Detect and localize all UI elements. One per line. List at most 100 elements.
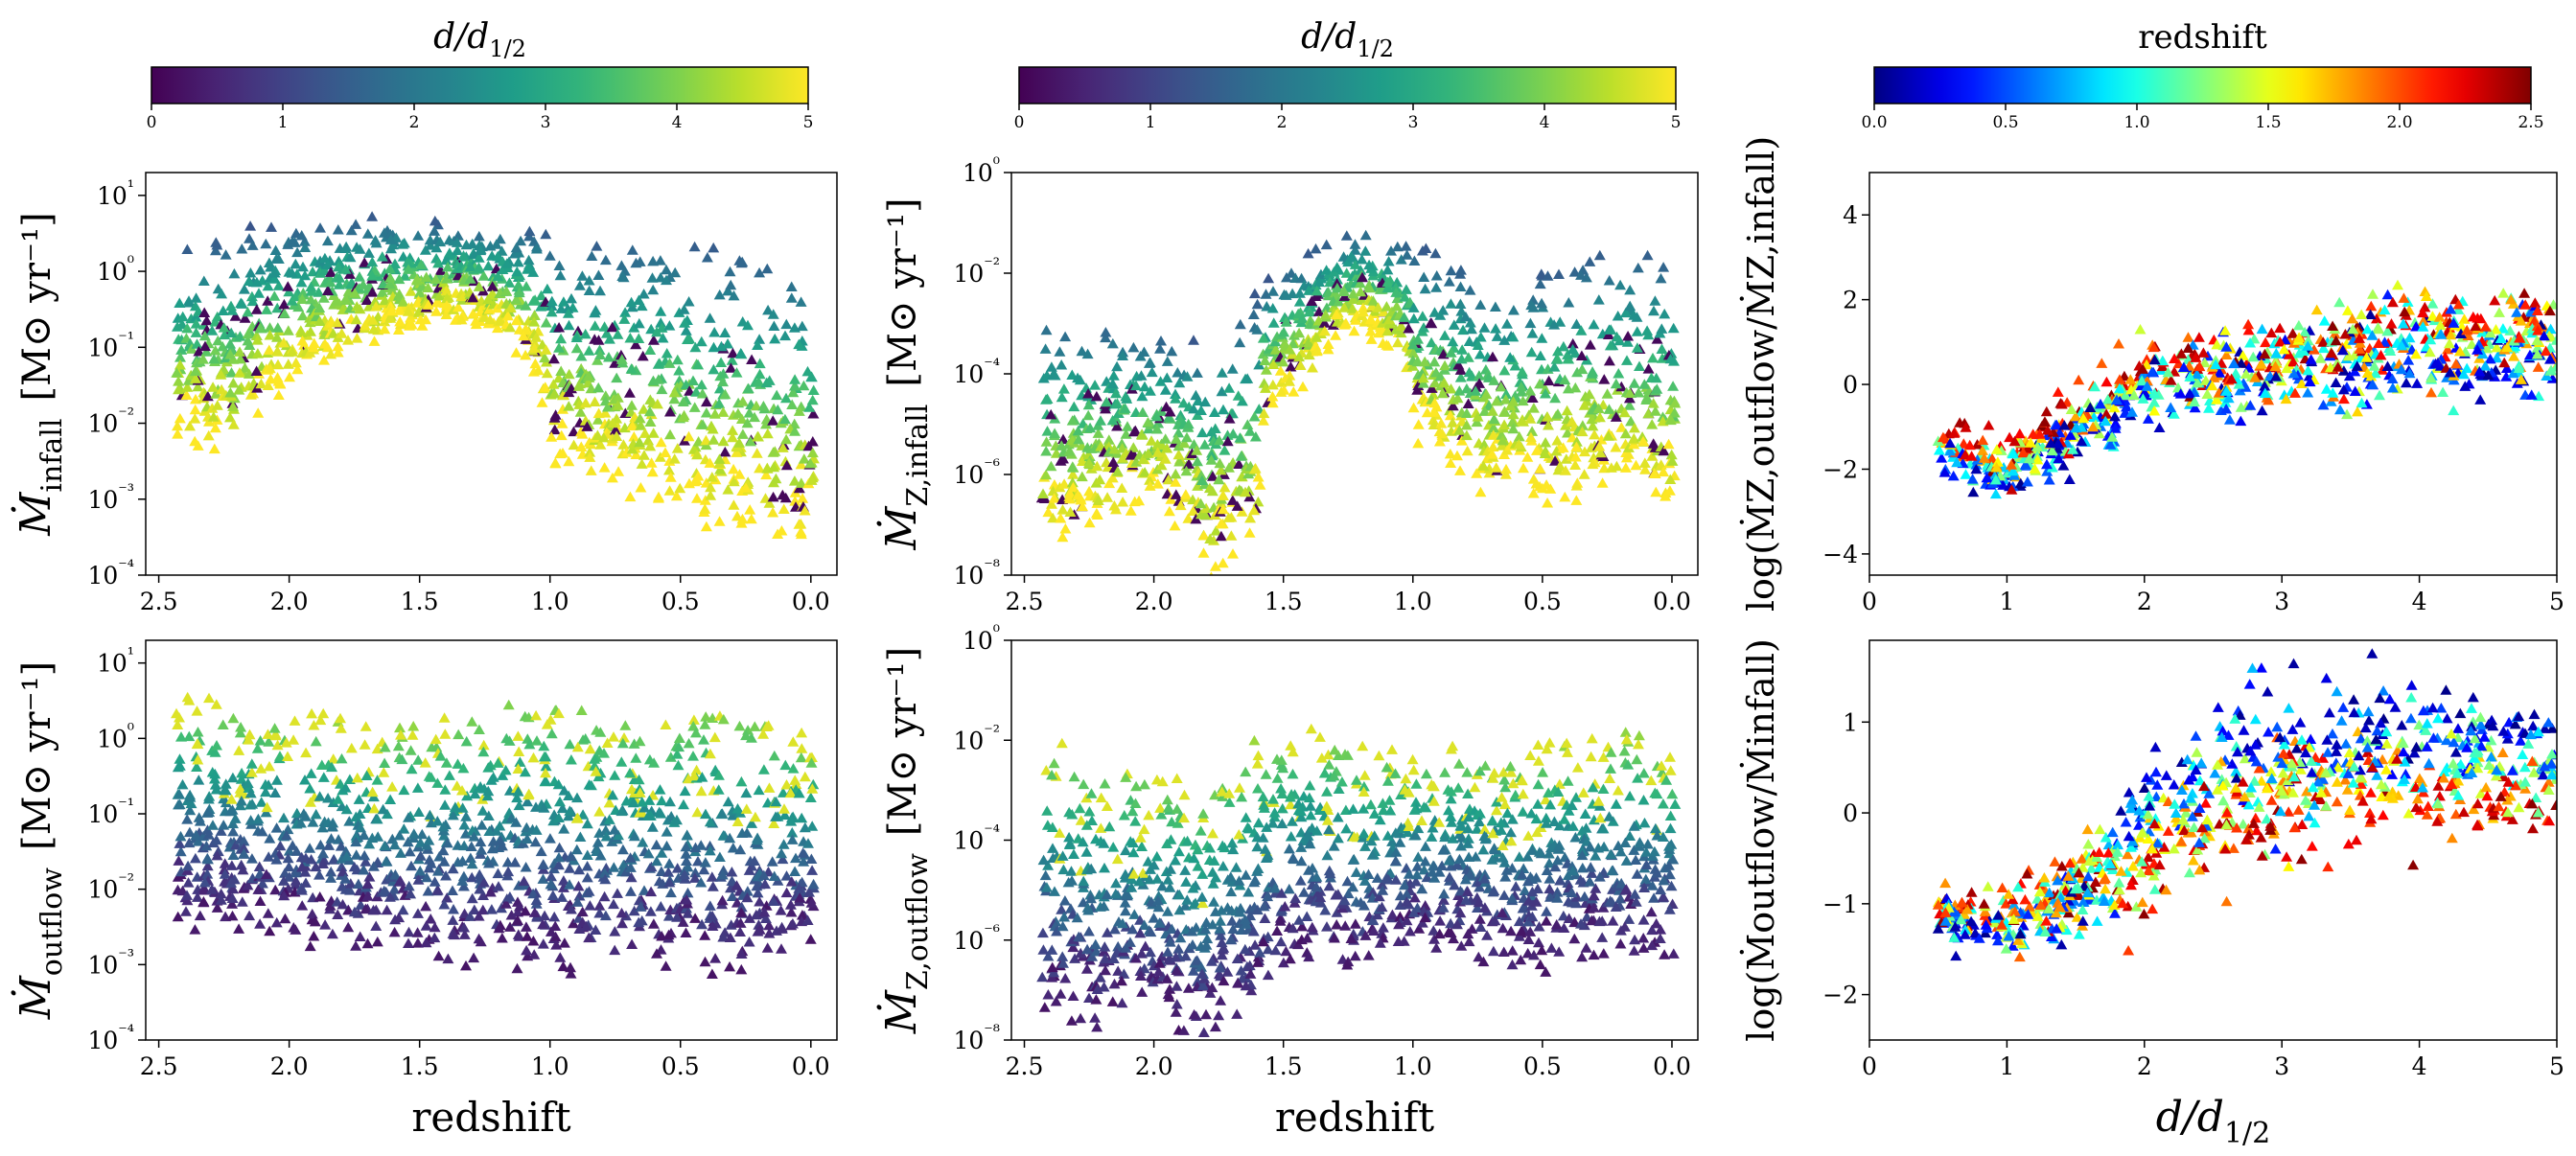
data-point <box>630 752 642 763</box>
data-point <box>1504 352 1517 362</box>
data-point <box>1172 449 1185 460</box>
data-point <box>487 276 499 287</box>
data-point <box>2191 368 2203 380</box>
data-point <box>1498 419 1511 429</box>
data-point <box>510 293 522 305</box>
data-point <box>1569 459 1582 470</box>
data-point <box>529 836 542 847</box>
data-point <box>448 904 459 914</box>
data-point <box>724 832 736 844</box>
data-point <box>688 770 701 781</box>
data-point <box>540 775 551 786</box>
data-point <box>740 729 753 741</box>
data-point <box>581 871 593 883</box>
data-point <box>736 396 749 406</box>
data-point <box>313 791 326 801</box>
data-point <box>795 296 807 307</box>
data-point <box>314 714 327 726</box>
data-point <box>317 772 330 782</box>
data-point <box>520 921 532 932</box>
data-point <box>807 778 820 790</box>
data-point <box>473 724 485 734</box>
data-point <box>1349 259 1361 269</box>
data-point <box>1624 300 1636 312</box>
data-point <box>722 285 734 296</box>
data-point <box>1142 448 1154 458</box>
data-point <box>799 505 811 516</box>
data-point <box>1215 518 1227 529</box>
data-point <box>393 912 406 923</box>
data-point <box>1548 319 1561 330</box>
y-tick-label: 10⁻⁴ <box>87 557 134 590</box>
data-point <box>296 862 308 872</box>
data-point <box>2337 393 2350 405</box>
data-point <box>789 775 801 785</box>
x-tick-label: 1.5 <box>401 1052 439 1080</box>
data-point <box>599 254 612 266</box>
data-point <box>743 407 755 418</box>
data-point <box>2299 326 2311 337</box>
data-point <box>1181 431 1193 443</box>
data-point <box>1390 282 1402 292</box>
data-point <box>678 409 690 421</box>
y-tick-label: 10¹ <box>97 645 134 678</box>
data-point <box>2500 362 2513 373</box>
data-point <box>624 767 637 778</box>
data-point <box>539 910 551 921</box>
data-point <box>198 885 211 895</box>
data-point <box>1663 485 1676 496</box>
data-point <box>2124 374 2137 384</box>
data-point <box>1490 323 1502 334</box>
data-point <box>244 910 256 921</box>
data-point <box>540 317 552 328</box>
data-point <box>1101 376 1113 386</box>
x-tick-label: 0.0 <box>792 1052 830 1080</box>
x-tick-label: 1.5 <box>401 588 439 615</box>
data-point <box>1587 458 1599 470</box>
data-point <box>384 228 397 240</box>
data-point <box>503 785 516 796</box>
data-point <box>510 817 522 827</box>
data-point <box>218 322 230 333</box>
data-point <box>245 767 258 777</box>
data-point <box>308 931 320 941</box>
data-point <box>1563 297 1575 308</box>
data-point <box>2006 484 2018 495</box>
data-point <box>482 810 495 821</box>
data-point <box>245 758 258 769</box>
data-point <box>1170 468 1182 479</box>
data-point <box>482 762 495 773</box>
data-point <box>190 327 202 337</box>
data-point <box>434 265 447 275</box>
data-point <box>704 816 716 827</box>
data-point <box>431 816 444 826</box>
data-point <box>264 925 276 936</box>
data-point <box>1287 288 1299 299</box>
data-point <box>1642 363 1655 374</box>
data-point <box>500 258 513 268</box>
data-point <box>2114 382 2125 394</box>
data-point <box>172 321 183 332</box>
data-point <box>579 328 592 339</box>
data-point <box>628 830 640 842</box>
data-point <box>370 920 383 931</box>
data-point <box>793 338 805 350</box>
colorbar-tick-label: 4 <box>672 113 683 132</box>
data-point <box>477 890 489 900</box>
data-point <box>399 270 411 281</box>
data-point <box>413 305 426 316</box>
data-point <box>673 375 685 385</box>
data-point <box>553 260 566 270</box>
data-point <box>634 256 646 266</box>
data-point <box>256 825 268 837</box>
data-point <box>1624 387 1636 398</box>
data-point <box>789 426 801 436</box>
data-point <box>305 326 316 336</box>
data-point <box>263 344 275 355</box>
data-point <box>2448 317 2460 328</box>
data-point <box>1258 407 1270 419</box>
data-point <box>512 730 524 741</box>
data-point <box>503 277 516 288</box>
data-point <box>690 386 703 397</box>
y-axis-label: Ṁoutflow[M⊙ yr⁻¹] <box>10 661 69 1021</box>
